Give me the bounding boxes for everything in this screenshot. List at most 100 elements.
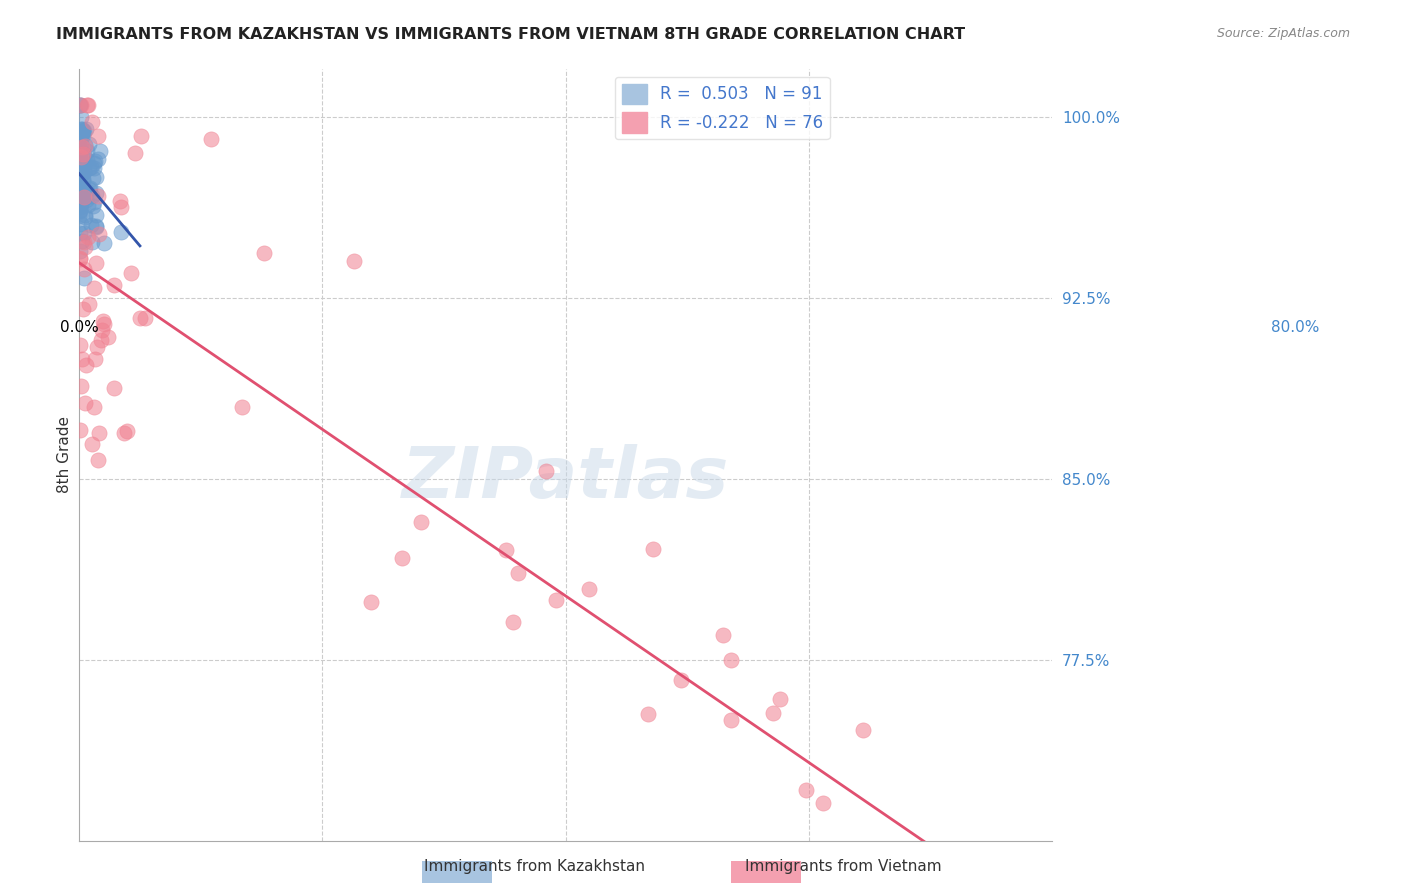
Point bbox=[69, 251, 91, 265]
Point bbox=[69, 149, 91, 163]
Point bbox=[70, 195, 93, 210]
Point bbox=[108, 194, 131, 208]
Point bbox=[80, 437, 103, 451]
Point bbox=[72, 146, 94, 161]
Legend: R =  0.503   N = 91, R = -0.222   N = 76: R = 0.503 N = 91, R = -0.222 N = 76 bbox=[614, 77, 830, 139]
Point bbox=[75, 358, 97, 372]
Point bbox=[84, 256, 107, 270]
Point bbox=[70, 379, 93, 393]
Point bbox=[79, 297, 101, 311]
Point bbox=[75, 122, 97, 136]
Point bbox=[72, 191, 94, 205]
Point bbox=[110, 225, 132, 239]
Point bbox=[110, 200, 132, 214]
Point bbox=[749, 858, 772, 872]
Point bbox=[84, 219, 107, 234]
Point bbox=[69, 150, 91, 164]
Point bbox=[641, 541, 664, 556]
Point bbox=[90, 323, 112, 337]
Point bbox=[69, 180, 91, 194]
Point bbox=[73, 124, 96, 138]
Point bbox=[87, 227, 110, 242]
Point bbox=[103, 381, 125, 395]
Point bbox=[231, 400, 253, 414]
Point bbox=[70, 123, 93, 137]
Point bbox=[69, 129, 91, 144]
Point bbox=[69, 160, 91, 174]
Point bbox=[67, 209, 90, 223]
Point bbox=[69, 145, 91, 159]
Point bbox=[75, 208, 97, 222]
Point bbox=[67, 137, 90, 152]
Point bbox=[87, 453, 110, 467]
Point bbox=[70, 145, 93, 159]
Point bbox=[69, 244, 91, 258]
Point bbox=[83, 401, 105, 415]
Point bbox=[72, 124, 94, 138]
Point bbox=[637, 846, 659, 860]
Point bbox=[83, 194, 105, 209]
Point bbox=[73, 262, 96, 277]
Point bbox=[711, 628, 734, 642]
Point bbox=[70, 137, 93, 152]
Point bbox=[76, 184, 98, 198]
Point bbox=[129, 129, 152, 144]
Point bbox=[87, 188, 110, 202]
Point bbox=[72, 187, 94, 202]
Point bbox=[75, 240, 97, 254]
Text: ZIPatlas: ZIPatlas bbox=[402, 443, 730, 513]
Point bbox=[200, 131, 222, 145]
Point bbox=[69, 204, 91, 219]
Point bbox=[112, 426, 135, 441]
Point bbox=[343, 254, 366, 268]
Point bbox=[70, 185, 93, 199]
Point bbox=[67, 185, 90, 199]
Point bbox=[69, 180, 91, 194]
Point bbox=[72, 147, 94, 161]
Point bbox=[360, 595, 382, 609]
Point bbox=[83, 156, 105, 170]
Point bbox=[120, 266, 142, 280]
Point bbox=[69, 97, 91, 112]
Point bbox=[69, 338, 91, 352]
Point bbox=[84, 208, 107, 222]
Point bbox=[73, 165, 96, 179]
Point bbox=[536, 464, 558, 478]
Point bbox=[80, 115, 103, 129]
Point bbox=[75, 396, 97, 410]
Point bbox=[720, 653, 742, 667]
Point bbox=[72, 226, 94, 240]
Point bbox=[80, 188, 103, 202]
Text: 80.0%: 80.0% bbox=[1271, 319, 1320, 334]
Point bbox=[83, 154, 105, 169]
Point bbox=[77, 230, 100, 244]
Point bbox=[87, 425, 110, 440]
Point bbox=[69, 200, 91, 214]
Point bbox=[70, 122, 93, 136]
Point bbox=[87, 129, 110, 144]
Point bbox=[76, 97, 98, 112]
Point bbox=[80, 160, 103, 174]
Point bbox=[76, 97, 98, 112]
Point bbox=[409, 515, 432, 529]
Text: Source: ZipAtlas.com: Source: ZipAtlas.com bbox=[1216, 27, 1350, 40]
Point bbox=[93, 236, 115, 251]
Point bbox=[84, 219, 107, 234]
Point bbox=[495, 543, 517, 558]
Point bbox=[77, 182, 100, 196]
Point bbox=[83, 281, 105, 295]
Point bbox=[84, 186, 107, 201]
Point bbox=[91, 314, 114, 328]
Text: IMMIGRANTS FROM KAZAKHSTAN VS IMMIGRANTS FROM VIETNAM 8TH GRADE CORRELATION CHAR: IMMIGRANTS FROM KAZAKHSTAN VS IMMIGRANTS… bbox=[56, 27, 966, 42]
Point bbox=[69, 200, 91, 214]
Point bbox=[73, 210, 96, 224]
Point bbox=[578, 582, 600, 596]
Text: 0.0%: 0.0% bbox=[59, 319, 98, 334]
Point bbox=[811, 796, 834, 810]
Point bbox=[76, 153, 98, 168]
Text: Immigrants from Vietnam: Immigrants from Vietnam bbox=[745, 859, 942, 874]
Point bbox=[69, 151, 91, 165]
Point bbox=[69, 202, 91, 217]
Point bbox=[75, 193, 97, 207]
Point bbox=[70, 164, 93, 178]
